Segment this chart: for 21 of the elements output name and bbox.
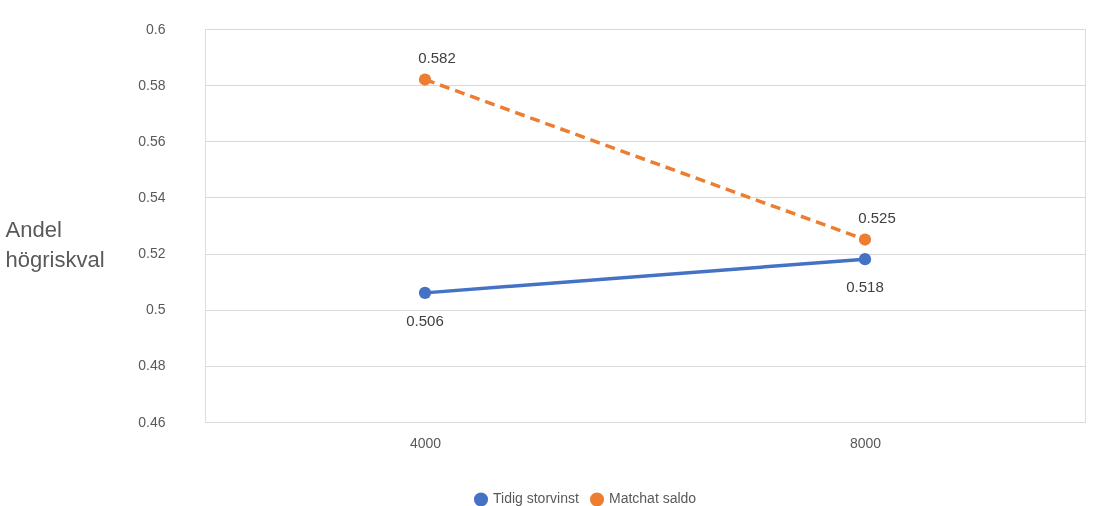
data-label: 0.518: [846, 278, 884, 296]
data-label: 0.506: [406, 311, 444, 329]
y-axis-title: Andel högriskval: [5, 216, 105, 272]
point: [418, 73, 432, 86]
data-label: 0.582: [418, 48, 456, 66]
y-tick-label: 0.52: [138, 245, 166, 262]
point: [418, 286, 432, 299]
y-tick-label: 0.5: [146, 301, 166, 318]
x-tick-label: 4000: [409, 434, 442, 451]
x-tick-label: 8000: [849, 434, 882, 451]
point: [858, 253, 872, 266]
y-tick-label: 0.46: [138, 413, 166, 430]
legend-label: Matchat saldo: [609, 490, 697, 506]
y-tick-label: 0.58: [138, 76, 166, 93]
legend-label: Tidig storvinst: [493, 490, 579, 506]
point: [858, 233, 872, 246]
y-tick-label: 0.48: [138, 357, 166, 374]
y-tick-label: 0.56: [138, 132, 166, 149]
y-tick-label: 0.6: [146, 20, 166, 37]
y-tick-label: 0.54: [138, 188, 166, 205]
data-label: 0.525: [858, 208, 896, 226]
